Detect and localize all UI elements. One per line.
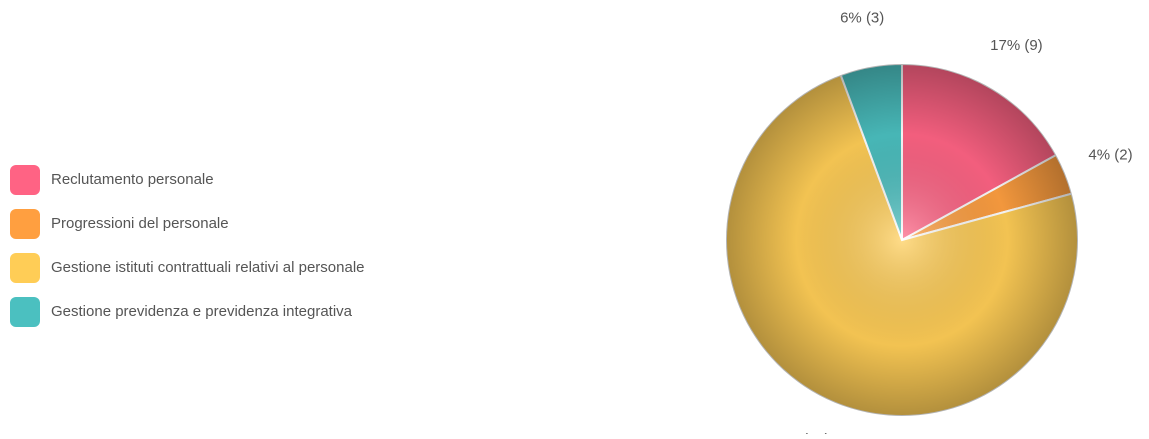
slice-label: 4% (2)	[1088, 146, 1132, 163]
legend-label: Reclutamento personale	[51, 171, 214, 188]
legend-swatch	[10, 165, 40, 195]
legend-swatch	[10, 297, 40, 327]
legend-label: Progressioni del personale	[51, 215, 229, 232]
legend-swatch	[10, 253, 40, 283]
legend-label: Gestione istituti contrattuali relativi …	[51, 259, 365, 276]
pie	[725, 62, 1079, 417]
slice-label: 17% (9)	[990, 37, 1043, 54]
legend-label: Gestione previdenza e previdenza integra…	[51, 303, 353, 320]
legend-swatch	[10, 209, 40, 239]
slice-label: 6% (3)	[840, 10, 884, 27]
